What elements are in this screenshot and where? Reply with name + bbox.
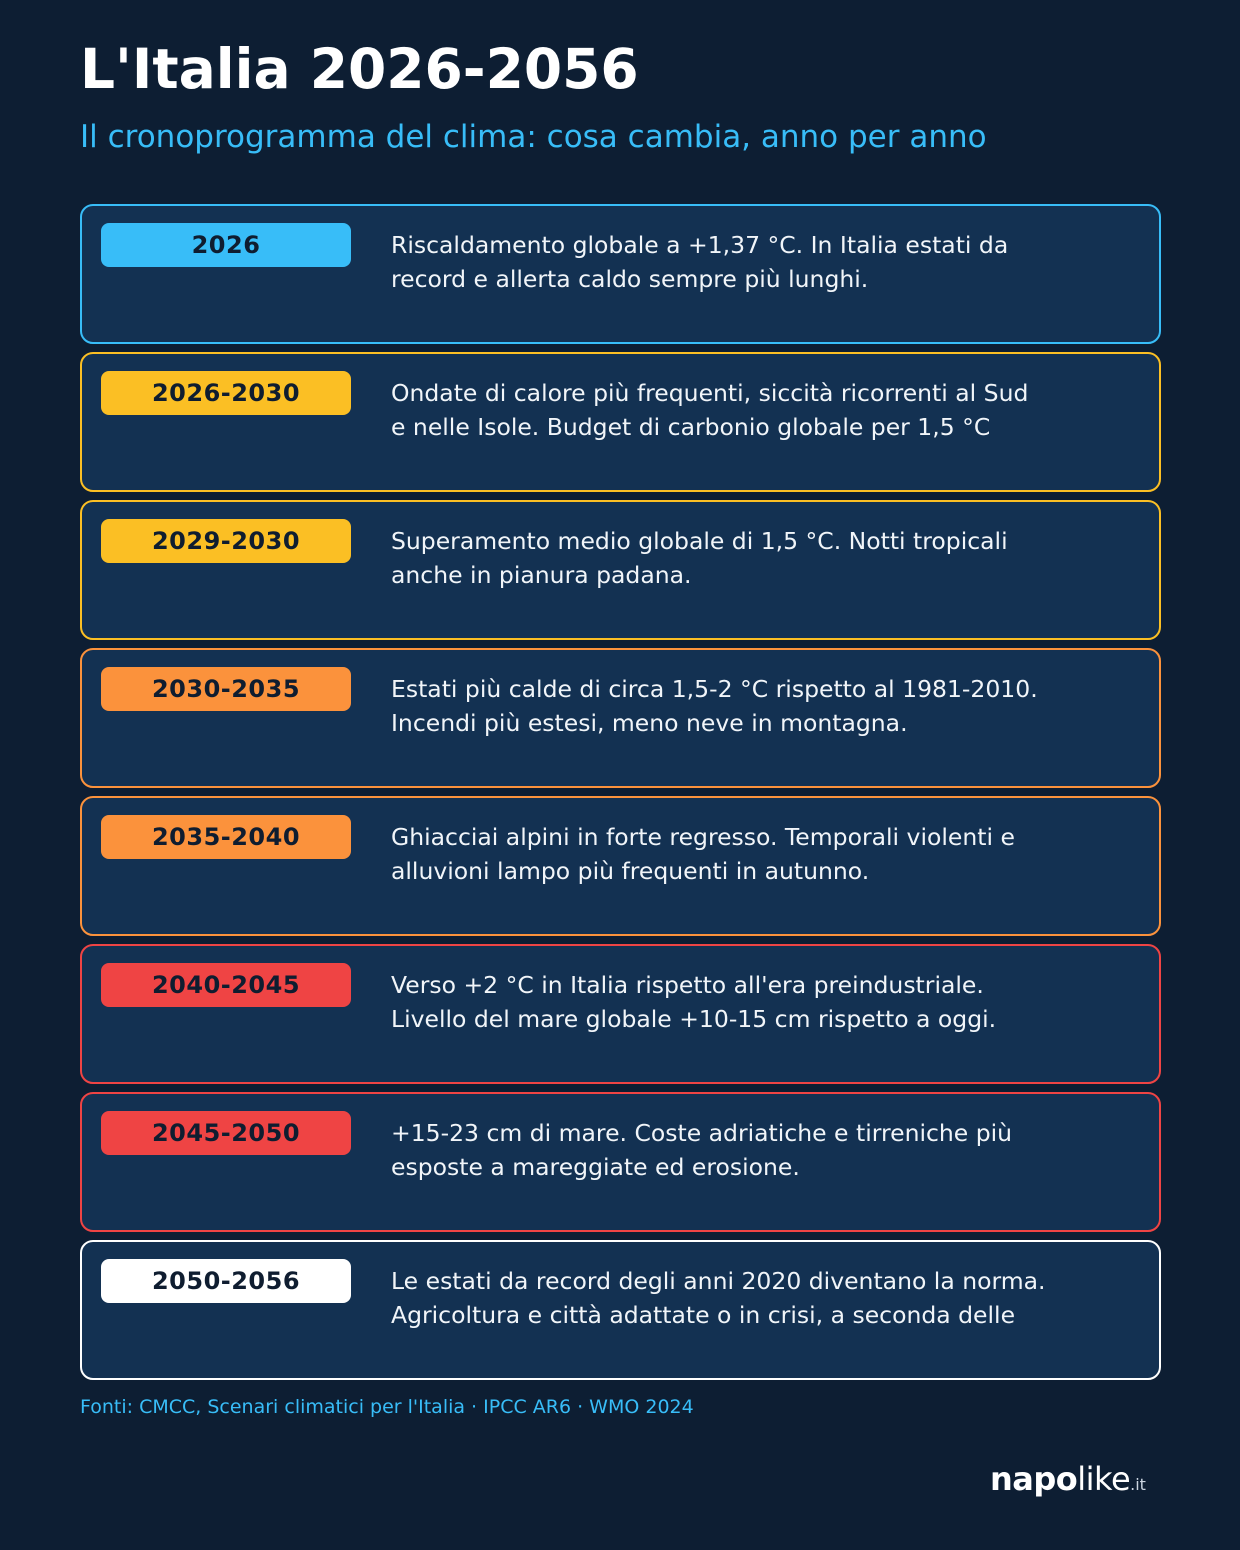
timeline-card-2026-2030: 2026-2030 Ondate di calore più frequenti… — [80, 352, 1161, 492]
napolike-logo[interactable]: napolike.it — [990, 1460, 1146, 1498]
period-badge: 2030-2035 — [101, 667, 351, 711]
period-description: Ondate di calore più frequenti, siccità … — [391, 376, 1111, 444]
period-badge: 2035-2040 — [101, 815, 351, 859]
period-description: Le estati da record degli anni 2020 dive… — [391, 1264, 1111, 1332]
page-title: L'Italia 2026-2056 — [80, 37, 639, 101]
description-line: Agricoltura e città adattate o in crisi,… — [391, 1301, 1016, 1329]
logo-bold-text: napo — [990, 1460, 1078, 1498]
sources-note: Fonti: CMCC, Scenari climatici per l'Ita… — [80, 1396, 694, 1418]
period-badge: 2029-2030 — [101, 519, 351, 563]
period-description: Ghiacciai alpini in forte regresso. Temp… — [391, 820, 1111, 888]
description-line: Superamento medio globale di 1,5 °C. Not… — [391, 527, 1008, 555]
timeline-card-2045-2050: 2045-2050 +15-23 cm di mare. Coste adria… — [80, 1092, 1161, 1232]
description-line: Estati più calde di circa 1,5-2 °C rispe… — [391, 675, 1038, 703]
period-badge: 2050-2056 — [101, 1259, 351, 1303]
description-line: Livello del mare globale +10-15 cm rispe… — [391, 1005, 997, 1033]
logo-light-text: like — [1077, 1460, 1131, 1498]
logo-tld-text: .it — [1130, 1475, 1146, 1494]
period-badge: 2045-2050 — [101, 1111, 351, 1155]
period-description: Superamento medio globale di 1,5 °C. Not… — [391, 524, 1111, 592]
period-description: Verso +2 °C in Italia rispetto all'era p… — [391, 968, 1111, 1036]
timeline-card-2040-2045: 2040-2045 Verso +2 °C in Italia rispetto… — [80, 944, 1161, 1084]
period-badge: 2026 — [101, 223, 351, 267]
description-line: esposte a mareggiate ed erosione. — [391, 1153, 800, 1181]
description-line: anche in pianura padana. — [391, 561, 692, 589]
description-line: Riscaldamento globale a +1,37 °C. In Ita… — [391, 231, 1009, 259]
description-line: alluvioni lampo più frequenti in autunno… — [391, 857, 870, 885]
period-description: +15-23 cm di mare. Coste adriatiche e ti… — [391, 1116, 1111, 1184]
timeline: 2026 Riscaldamento globale a +1,37 °C. I… — [80, 204, 1161, 1388]
description-line: Verso +2 °C in Italia rispetto all'era p… — [391, 971, 984, 999]
timeline-card-2026: 2026 Riscaldamento globale a +1,37 °C. I… — [80, 204, 1161, 344]
description-line: +15-23 cm di mare. Coste adriatiche e ti… — [391, 1119, 1013, 1147]
description-line: Le estati da record degli anni 2020 dive… — [391, 1267, 1046, 1295]
period-description: Riscaldamento globale a +1,37 °C. In Ita… — [391, 228, 1111, 296]
description-line: e nelle Isole. Budget di carbonio global… — [391, 413, 991, 441]
timeline-card-2050-2056: 2050-2056 Le estati da record degli anni… — [80, 1240, 1161, 1380]
timeline-card-2029-2030: 2029-2030 Superamento medio globale di 1… — [80, 500, 1161, 640]
period-badge: 2026-2030 — [101, 371, 351, 415]
timeline-card-2035-2040: 2035-2040 Ghiacciai alpini in forte regr… — [80, 796, 1161, 936]
description-line: Incendi più estesi, meno neve in montagn… — [391, 709, 908, 737]
description-line: Ghiacciai alpini in forte regresso. Temp… — [391, 823, 1015, 851]
period-badge: 2040-2045 — [101, 963, 351, 1007]
period-description: Estati più calde di circa 1,5-2 °C rispe… — [391, 672, 1111, 740]
description-line: record e allerta caldo sempre più lunghi… — [391, 265, 869, 293]
timeline-card-2030-2035: 2030-2035 Estati più calde di circa 1,5-… — [80, 648, 1161, 788]
page-subtitle: Il cronoprogramma del clima: cosa cambia… — [80, 119, 987, 155]
description-line: Ondate di calore più frequenti, siccità … — [391, 379, 1029, 407]
